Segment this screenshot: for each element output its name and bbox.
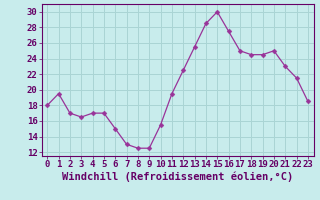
X-axis label: Windchill (Refroidissement éolien,°C): Windchill (Refroidissement éolien,°C) bbox=[62, 172, 293, 182]
